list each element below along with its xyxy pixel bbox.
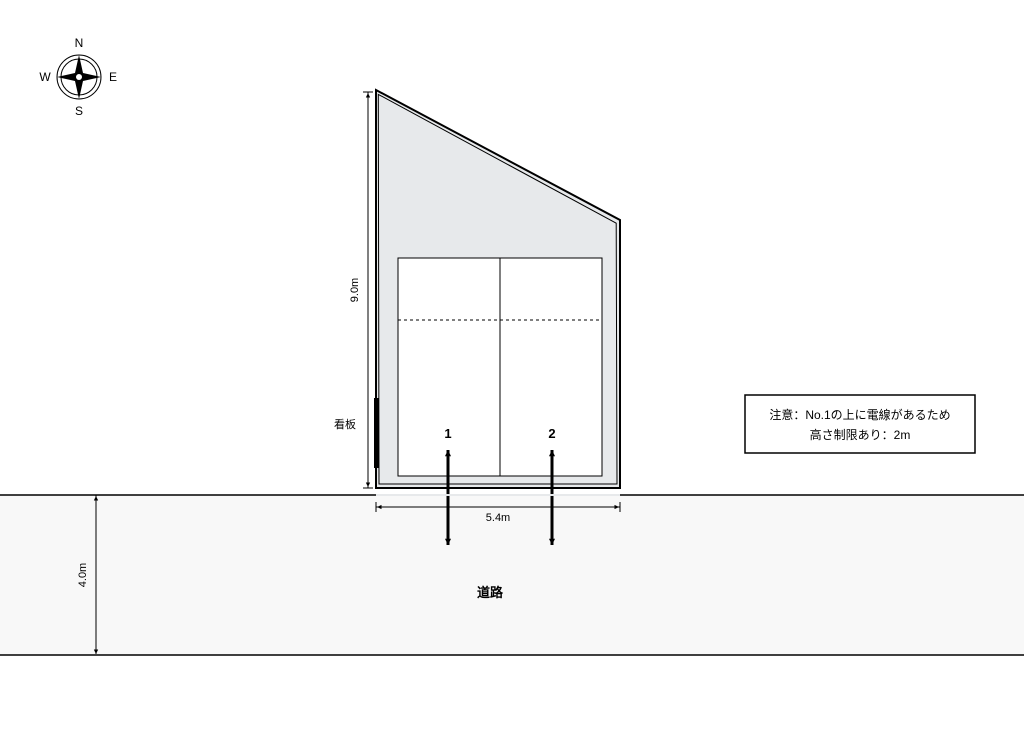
compass-e: E bbox=[109, 70, 117, 84]
note-box bbox=[745, 395, 975, 453]
compass-n: N bbox=[75, 36, 84, 50]
sign-bar bbox=[374, 398, 379, 468]
note-line: 注意：No.1の上に電線があるため bbox=[769, 407, 950, 422]
dim-label: 9.0m bbox=[349, 278, 361, 302]
parking-space-label: 1 bbox=[444, 426, 451, 441]
road-label: 道路 bbox=[477, 585, 504, 600]
arrow-head bbox=[366, 482, 370, 487]
dim-label: 4.0m bbox=[77, 563, 89, 587]
road-area bbox=[0, 495, 1024, 655]
compass-center bbox=[76, 74, 82, 80]
parking-space-label: 2 bbox=[548, 426, 555, 441]
arrow-head bbox=[366, 93, 370, 98]
sign-label: 看板 bbox=[334, 417, 356, 431]
compass-s: S bbox=[75, 104, 83, 118]
compass-w: W bbox=[39, 70, 51, 84]
dim-label: 5.4m bbox=[486, 512, 510, 524]
note-line: 高さ制限あり：2m bbox=[810, 427, 911, 442]
